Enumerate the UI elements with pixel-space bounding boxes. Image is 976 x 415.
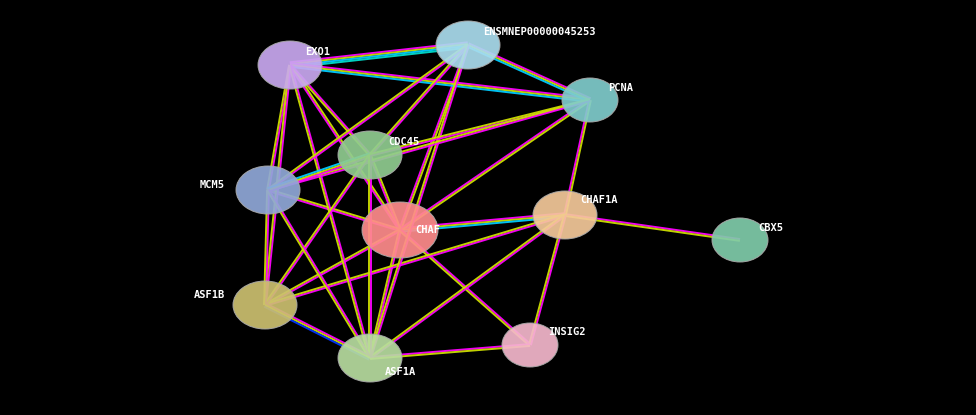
Text: ASF1B: ASF1B (194, 290, 225, 300)
Ellipse shape (502, 323, 558, 367)
Ellipse shape (338, 131, 402, 179)
Ellipse shape (436, 21, 500, 69)
Text: EXO1: EXO1 (305, 47, 330, 57)
Ellipse shape (562, 78, 618, 122)
Text: CHAF1A: CHAF1A (580, 195, 618, 205)
Text: CDC45: CDC45 (388, 137, 420, 147)
Ellipse shape (362, 202, 438, 258)
Text: ENSMNEP00000045253: ENSMNEP00000045253 (483, 27, 595, 37)
Text: INSIG2: INSIG2 (548, 327, 586, 337)
Ellipse shape (236, 166, 300, 214)
Ellipse shape (712, 218, 768, 262)
Ellipse shape (338, 334, 402, 382)
Text: CBX5: CBX5 (758, 223, 783, 233)
Text: ASF1A: ASF1A (385, 367, 416, 377)
Text: CHAF: CHAF (415, 225, 440, 235)
Ellipse shape (258, 41, 322, 89)
Ellipse shape (233, 281, 297, 329)
Text: PCNA: PCNA (608, 83, 633, 93)
Ellipse shape (533, 191, 597, 239)
Text: MCM5: MCM5 (200, 180, 225, 190)
